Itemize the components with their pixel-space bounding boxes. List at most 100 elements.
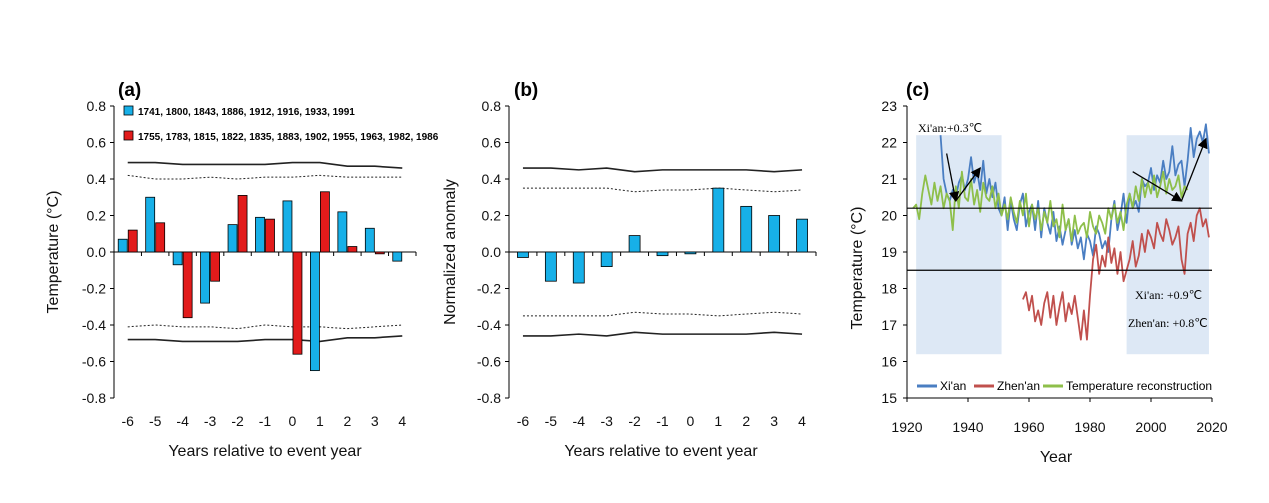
trend-arrow — [1132, 171, 1183, 202]
trend-arrow — [946, 153, 960, 203]
c-ytick-label: 18 — [881, 281, 897, 297]
c-xtick-label: 1980 — [1074, 419, 1105, 435]
a-conf-upper-solid — [127, 161, 403, 169]
b-ytick-label: 0.4 — [482, 171, 502, 187]
c-ytick-label: 16 — [881, 354, 897, 370]
b-bar-blue — [517, 251, 529, 258]
b-ytick-label: -0.8 — [477, 390, 501, 406]
c-xtick-label: 2020 — [1196, 419, 1227, 435]
b-bar-blue — [712, 187, 725, 253]
b-xtick-label: -3 — [600, 413, 613, 429]
c-series-zhenan — [1022, 207, 1210, 341]
b-bar-blue — [600, 251, 613, 268]
a-xtick-label: -4 — [176, 413, 189, 429]
c-ytick-label: 15 — [881, 390, 897, 406]
panel-c-label: (c) — [906, 80, 929, 101]
legend-c-zhenan-label: Zhen'an — [997, 379, 1040, 393]
c-xtick-label: 1960 — [1013, 419, 1044, 435]
b-bar-blue — [628, 235, 641, 253]
b-bar-blue — [684, 251, 697, 255]
annotation-xian-recent: Xi'an: +0.9℃ — [1135, 288, 1202, 302]
a-xtick-label: 3 — [371, 413, 379, 429]
a-bar-red — [210, 251, 220, 282]
b-xtick-label: 1 — [714, 413, 722, 429]
c-xtick-label: 1940 — [952, 419, 983, 435]
c-ytick-label: 17 — [881, 317, 897, 333]
legend-a-red-label: 1755, 1783, 1815, 1822, 1835, 1883, 1902… — [138, 132, 439, 143]
a-ytick-label: 0.8 — [87, 98, 107, 114]
a-bar-red — [127, 229, 138, 253]
legend-c-xian-label: Xi'an — [940, 379, 966, 393]
annotation-zhenan-recent: Zhen'an: +0.8℃ — [1128, 316, 1208, 330]
c-ytick-label: 19 — [881, 244, 897, 260]
b-xtick-label: 3 — [770, 413, 778, 429]
trend-arrow — [1180, 137, 1208, 202]
b-ytick-label: 0.2 — [482, 208, 502, 224]
a-bar-red — [182, 251, 193, 319]
b-xtick-label: 2 — [742, 413, 750, 429]
a-ytick-label: 0.0 — [87, 244, 107, 260]
a-xtick-label: -2 — [231, 413, 244, 429]
c-ytick-label: 22 — [881, 135, 897, 151]
a-bar-red — [320, 191, 330, 253]
a-bar-blue — [227, 224, 238, 253]
b-bar-blue — [740, 205, 753, 253]
panel-b: (b) Normalized anomaly Years relative to… — [442, 80, 817, 460]
a-ytick-label: -0.4 — [82, 317, 106, 333]
a-xtick-label: -1 — [259, 413, 272, 429]
panel-a-ylabel: Temperature (°C) — [45, 191, 62, 314]
b-bar-blue — [544, 251, 557, 282]
a-bar-red — [265, 218, 275, 253]
b-bar-blue — [656, 251, 669, 257]
a-ytick-label: -0.2 — [82, 281, 106, 297]
b-ytick-label: 0.6 — [482, 135, 502, 151]
a-conf-lower-dotted — [127, 324, 403, 330]
b-xtick-label: -6 — [517, 413, 530, 429]
b-bar-blue — [796, 218, 808, 253]
a-bar-blue — [310, 251, 320, 372]
panel-b-ylabel: Normalized anomaly — [442, 179, 459, 325]
b-conf-lower-dotted — [522, 311, 803, 317]
b-conf-lower-solid — [522, 331, 803, 337]
panel-c-xlabel: Year — [1040, 449, 1073, 466]
c-ytick-label: 23 — [881, 98, 897, 114]
b-conf-upper-dotted — [522, 187, 803, 193]
b-bar-blue — [768, 215, 781, 253]
a-bar-red — [292, 251, 303, 355]
a-xtick-label: 2 — [343, 413, 351, 429]
c-series-xian — [939, 123, 1210, 261]
c-ytick-label: 20 — [881, 208, 897, 224]
a-xtick-label: -3 — [204, 413, 217, 429]
b-ytick-label: -0.6 — [477, 354, 501, 370]
a-bar-red — [237, 195, 248, 253]
a-bar-blue — [117, 238, 128, 253]
b-xtick-label: -4 — [573, 413, 586, 429]
a-ytick-label: 0.2 — [87, 208, 107, 224]
annotation-xian-early: Xi'an:+0.3℃ — [918, 121, 982, 135]
a-bar-blue — [392, 251, 403, 262]
a-bar-red — [155, 222, 166, 253]
a-bar-blue — [282, 200, 293, 253]
b-conf-upper-solid — [522, 167, 803, 173]
a-bar-blue — [255, 216, 265, 253]
a-bar-blue — [200, 251, 210, 304]
panel-a: (a) Temperature (°C) Years relative to e… — [45, 80, 439, 460]
panel-b-label: (b) — [514, 80, 538, 101]
panel-c: (c) Temperature (°C) Year Xi'an:+0.3℃ Xi… — [849, 80, 1228, 466]
a-xtick-label: -6 — [122, 413, 135, 429]
panel-a-xlabel: Years relative to event year — [168, 443, 362, 460]
b-xtick-label: 0 — [687, 413, 695, 429]
b-ytick-label: 0.0 — [482, 244, 502, 260]
a-xtick-label: 0 — [289, 413, 297, 429]
a-conf-lower-solid — [127, 335, 403, 343]
a-bar-blue — [172, 251, 183, 266]
a-ytick-label: -0.6 — [82, 354, 106, 370]
a-ytick-label: 0.6 — [87, 135, 107, 151]
a-xtick-label: -5 — [149, 413, 162, 429]
b-ytick-label: -0.4 — [477, 317, 501, 333]
a-xtick-label: 4 — [398, 413, 406, 429]
a-bar-red — [347, 246, 358, 253]
a-xtick-label: 1 — [316, 413, 324, 429]
c-ytick-label: 21 — [881, 171, 897, 187]
